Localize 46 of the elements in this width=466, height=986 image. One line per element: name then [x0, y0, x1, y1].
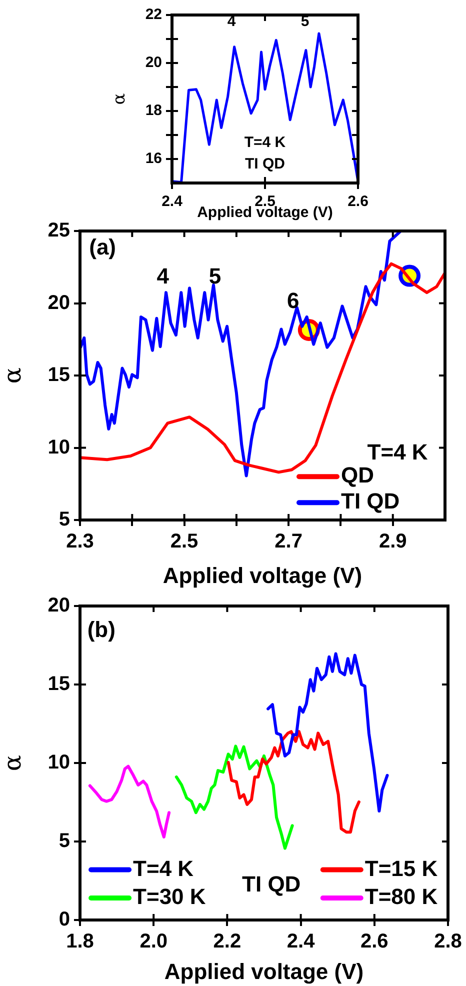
x-tick-label: 2.2: [213, 930, 242, 953]
x-tick-label: 2.7: [274, 530, 302, 553]
x-tick-label: 2.8: [434, 930, 462, 953]
y-tick-label: 10: [48, 752, 70, 774]
annotation: 6: [287, 288, 300, 313]
y-axis-title: α: [0, 367, 27, 384]
y-tick-label: 16: [145, 150, 162, 168]
x-tick-label: 2.9: [378, 530, 407, 553]
legend-label: QD: [341, 462, 374, 488]
y-tick-label: 25: [48, 220, 70, 242]
x-tick-label: 1.8: [66, 930, 94, 953]
x-axis-title: Applied voltage (V): [164, 958, 364, 984]
x-tick-label: 2.0: [140, 930, 168, 953]
annotation: TI QD: [245, 156, 286, 173]
x-tick-label: 2.3: [66, 530, 94, 553]
y-tick-label: 20: [145, 54, 162, 72]
y-tick-label: 10: [48, 436, 70, 458]
y-tick-label: 22: [145, 6, 162, 24]
x-tick-label: 2.4: [286, 930, 316, 953]
annotation: T=4 K: [367, 440, 428, 465]
y-tick-label: 5: [58, 508, 70, 531]
y-axis-title: α: [0, 754, 27, 772]
y-tick-label: 15: [48, 364, 70, 386]
annotation: 4: [156, 263, 170, 288]
y-tick-label: 5: [58, 830, 70, 852]
legend-label: T=4 K: [133, 856, 194, 881]
annotation: 5: [208, 263, 222, 288]
y-axis-title: α: [110, 92, 130, 105]
annotation: (b): [87, 617, 116, 642]
x-tick-label: 2.6: [360, 930, 388, 953]
x-axis-title: Applied voltage (V): [162, 562, 362, 588]
annotation: TI QD: [242, 872, 301, 897]
y-tick-label: 20: [48, 594, 70, 617]
y-tick-label: 15: [48, 673, 70, 696]
annotation: (a): [89, 234, 116, 260]
y-tick-label: 20: [48, 292, 70, 314]
annotation: T=4 K: [244, 134, 286, 151]
y-tick-label: 0: [58, 908, 70, 931]
x-tick-label: 2.5: [170, 530, 198, 553]
x-tick-label: 2.4: [162, 193, 184, 210]
x-tick-label: 2.6: [348, 193, 368, 210]
y-tick-label: 18: [145, 102, 162, 120]
legend-label: T=80 K: [364, 884, 438, 910]
legend-label: T=15 K: [364, 856, 438, 881]
legend-label: TI QD: [341, 488, 400, 514]
legend-label: T=30 K: [133, 884, 206, 910]
